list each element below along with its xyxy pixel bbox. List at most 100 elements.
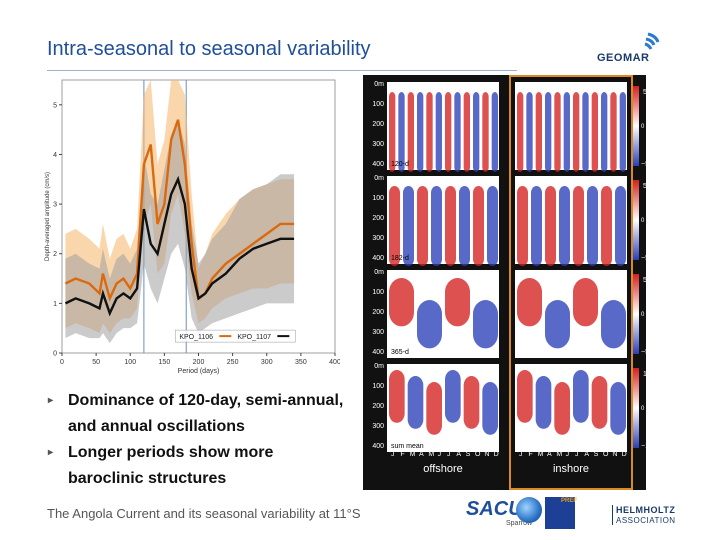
helmholtz-logo-text: HELMHOLTZ <box>616 505 676 515</box>
depth-tick-label: 400 <box>372 443 384 450</box>
month-label: A <box>547 451 552 458</box>
depth-tick-label: 0m <box>374 363 384 370</box>
month-label: J <box>566 451 570 458</box>
x-tick-label: 200 <box>193 359 205 366</box>
velocity-band <box>426 382 442 435</box>
velocity-band <box>426 92 433 172</box>
velocity-band <box>545 186 556 266</box>
velocity-band <box>601 92 608 172</box>
month-label: J <box>575 451 579 458</box>
velocity-band <box>573 186 584 266</box>
x-tick-label: 350 <box>295 359 307 366</box>
bullet-item: ▸ Longer periods show more baroclinic str… <box>48 440 353 492</box>
month-label: J <box>519 451 523 458</box>
title-divider <box>47 70 517 71</box>
hovmoller-panel <box>515 270 627 358</box>
depth-tick-label: 400 <box>372 255 384 262</box>
hovmoller-panel <box>387 364 499 452</box>
velocity-band <box>403 186 414 266</box>
depth-tick-label: 200 <box>372 121 384 128</box>
depth-tick-label: 0m <box>374 175 384 182</box>
legend-box <box>175 329 296 343</box>
hovmoller-panel <box>515 82 627 172</box>
depth-tick-label: 100 <box>372 289 384 296</box>
x-tick-label: 400 <box>329 359 340 366</box>
legend-label: KPO_1107 <box>237 334 271 341</box>
velocity-band <box>389 370 405 423</box>
velocity-band <box>389 278 414 327</box>
velocity-band <box>482 382 498 435</box>
month-label: D <box>494 451 499 458</box>
velocity-band <box>535 92 542 172</box>
y-tick-label: 1 <box>53 301 57 308</box>
panel-background <box>387 82 499 170</box>
month-label: A <box>419 451 424 458</box>
velocity-band <box>445 278 470 327</box>
velocity-band <box>417 92 424 172</box>
velocity-band <box>517 370 533 423</box>
velocity-band <box>591 376 608 429</box>
velocity-band <box>545 300 570 349</box>
colorbar-top-label: 5 <box>643 89 646 96</box>
depth-tick-label: 300 <box>372 423 384 430</box>
x-axis-label: Period (days) <box>178 368 220 375</box>
depth-tick-label: 200 <box>372 215 384 222</box>
month-label: D <box>622 451 627 458</box>
spectrum-chart: 0 50 100 150 200 250 300 350 400 0 1 2 3 4 5 Period (da… <box>45 79 340 375</box>
colorbar <box>633 274 639 354</box>
velocity-band <box>389 186 400 266</box>
period-label: 365-d <box>391 349 409 356</box>
geomar-logo-text: GEOMAR <box>597 52 650 64</box>
bullet-marker-icon: ▸ <box>48 447 54 458</box>
y-tick-label: 5 <box>53 102 57 109</box>
velocity-band <box>517 278 542 327</box>
panel-background <box>515 364 627 452</box>
velocity-band <box>517 92 524 172</box>
velocity-band <box>407 376 424 429</box>
velocity-band <box>459 186 470 266</box>
velocity-band <box>545 92 552 172</box>
velocity-band <box>491 92 498 172</box>
sacus-logo-sub: Sparrow <box>506 520 533 527</box>
month-label: S <box>466 451 471 458</box>
pref-logo-text: PREF <box>561 498 578 504</box>
velocity-band <box>535 376 552 429</box>
y-axis-label: Depth-averaged amplitude (cm/s) <box>45 172 51 261</box>
velocity-band <box>482 92 489 172</box>
x-tick-label: 300 <box>261 359 273 366</box>
colorbar-bottom-label: −5 <box>641 349 646 356</box>
month-label: F <box>400 451 404 458</box>
velocity-band <box>454 92 461 172</box>
month-label: N <box>612 451 617 458</box>
velocity-band <box>531 186 542 266</box>
footer-text: The Angola Current and its seasonal vari… <box>47 506 361 521</box>
bullet-marker-icon: ▸ <box>48 395 54 406</box>
period-label: sum mean <box>391 443 424 450</box>
colorbar-mid-label: 0 cm/s <box>641 218 646 224</box>
month-label: N <box>484 451 489 458</box>
colorbar-mid-label: 0 cm/s <box>641 124 646 130</box>
velocity-band <box>554 382 570 435</box>
hovmoller-panel <box>387 270 499 358</box>
depth-tick-label: 100 <box>372 383 384 390</box>
colorbar-bottom-label: −5 <box>641 161 646 168</box>
colorbar <box>633 368 639 448</box>
colorbar-mid-label: 0 cm/s <box>641 312 646 318</box>
velocity-band <box>619 92 626 172</box>
inshore-frame <box>509 75 633 490</box>
panel-background <box>387 364 499 452</box>
helmholtz-logo-sub: ASSOCIATION <box>616 516 676 525</box>
velocity-band <box>563 92 570 172</box>
hovmoller-panel <box>515 176 627 266</box>
velocity-band <box>473 92 480 172</box>
depth-tick-label: 100 <box>372 101 384 108</box>
hovmoller-panels: 0m 100 200 300 400 120-d 5 0 cm/s −5 0m 100 200 300 4… <box>363 75 659 490</box>
depth-tick-label: 400 <box>372 161 384 168</box>
month-label: M <box>556 451 562 458</box>
depth-tick-label: 200 <box>372 403 384 410</box>
pref-logo-icon <box>545 497 575 529</box>
bullet-list: ▸ Dominance of 120-day, semi-annual, and … <box>48 388 353 492</box>
velocity-band <box>573 370 589 423</box>
depth-tick-label: 100 <box>372 195 384 202</box>
x-tick-label: 0 <box>60 359 64 366</box>
